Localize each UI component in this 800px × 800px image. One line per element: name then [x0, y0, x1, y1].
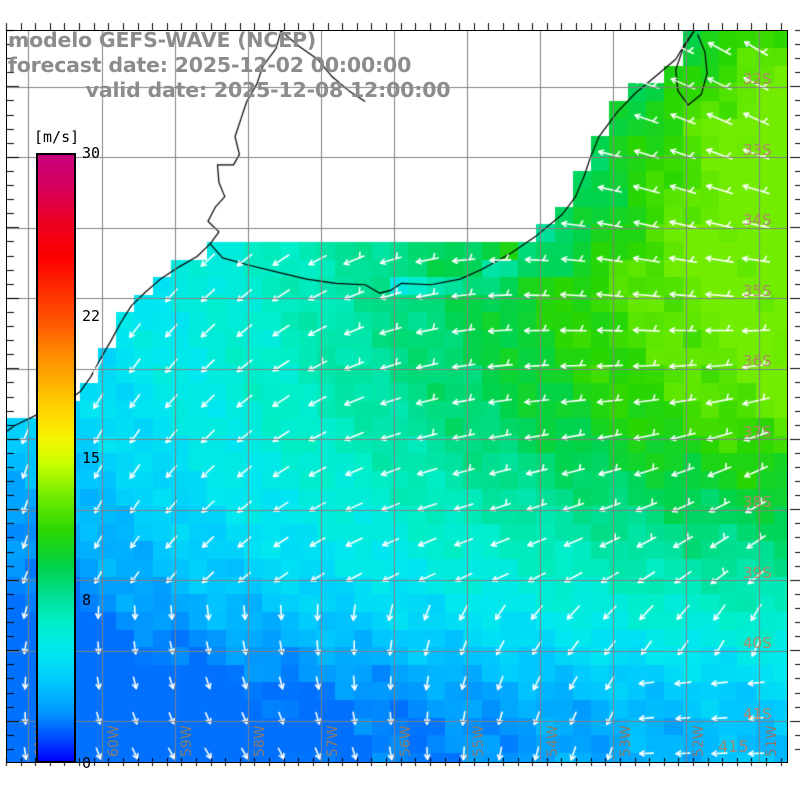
graticule-grid — [7, 31, 787, 762]
colorbar-unit-label: [m/s] — [34, 128, 80, 146]
right-axis-ticks — [762, 0, 800, 800]
colorbar-tick-label: 15 — [82, 449, 101, 467]
top-axis-ticks — [0, 0, 800, 32]
left-axis-ticks — [0, 0, 32, 800]
colorbar-tick-label: 22 — [82, 306, 101, 325]
colorbar-tick-label: 8 — [82, 591, 92, 610]
colorbar-tick-label: 30 — [82, 144, 101, 162]
colorbar-gradient — [36, 153, 76, 763]
bottom-axis-ticks — [0, 758, 800, 798]
plot-frame — [6, 30, 788, 763]
